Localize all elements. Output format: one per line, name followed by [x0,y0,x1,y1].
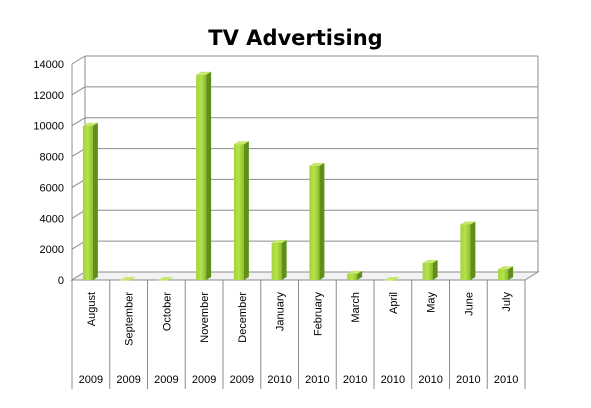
year-label: 2009 [192,374,216,386]
bar-top [384,277,400,280]
bar [309,165,320,280]
year-label: 2010 [305,374,329,386]
y-tick-label: 12000 [33,90,64,102]
bar [82,125,93,280]
y-tick-label: 6000 [40,182,64,194]
y-tick-label: 2000 [40,244,64,256]
gridline-depth [71,86,86,96]
gridline-depth [71,240,86,250]
year-label: 2009 [116,374,140,386]
gridline-depth [71,117,86,127]
category-label: November [199,292,211,343]
bar-side [508,266,514,280]
bar [196,74,207,280]
chart-title: TV Advertising [208,26,383,50]
category-label: March [350,292,362,323]
year-label: 2010 [494,374,518,386]
year-label: 2010 [343,374,367,386]
y-tick-label: 0 [58,275,64,287]
bar [422,263,433,280]
bar [347,273,358,280]
category-label: October [161,292,173,331]
bar [384,280,395,281]
category-label: April [388,292,400,314]
gridline-depth [71,179,86,188]
year-label: 2010 [456,374,480,386]
bar-top [422,260,438,264]
bar [271,242,282,280]
bar-side [319,162,325,280]
bars [82,71,514,281]
year-label: 2010 [418,374,442,386]
bar-top [82,122,98,126]
year-label: 2010 [381,374,405,386]
bar-side [432,260,438,280]
category-label: September [124,292,136,346]
bar [498,269,509,280]
year-label: 2009 [154,374,178,386]
y-tick-label: 14000 [33,59,64,71]
category-label: August [86,292,98,326]
gridline-depth [71,148,86,157]
axes [70,56,540,389]
bar [120,280,131,281]
category-label: January [275,292,287,332]
bar-top [120,277,136,280]
bar-top [233,141,249,145]
year-label: 2009 [79,374,103,386]
gridline-depth [71,209,86,219]
category-label: June [463,292,475,316]
y-tick-label: 8000 [40,152,64,164]
bar [158,280,169,281]
bar-top [498,266,514,270]
year-label: 2010 [267,374,291,386]
bar-side [470,221,476,280]
bar-top [158,277,174,280]
y-tick-label: 10000 [33,121,64,133]
bar-side [281,239,287,280]
bar-side [357,270,363,280]
bar-top [271,239,287,243]
gridline-depth [71,55,86,65]
bar [233,144,244,280]
axis-labels: 0 2000 4000 6000 8000 10000 12000 14000 August 20… [33,59,518,386]
bar-top [196,71,212,75]
bar-top [460,221,476,225]
category-label: May [426,292,438,313]
category-label: July [501,292,513,312]
bar-side [92,122,98,280]
bar [460,224,471,280]
category-label: February [312,292,324,337]
bar-side [243,141,249,280]
bar-top [347,270,363,274]
year-label: 2009 [230,374,254,386]
y-tick-label: 4000 [40,213,64,225]
bar-side [206,71,212,280]
category-label: December [237,292,249,343]
bar-top [309,162,325,166]
